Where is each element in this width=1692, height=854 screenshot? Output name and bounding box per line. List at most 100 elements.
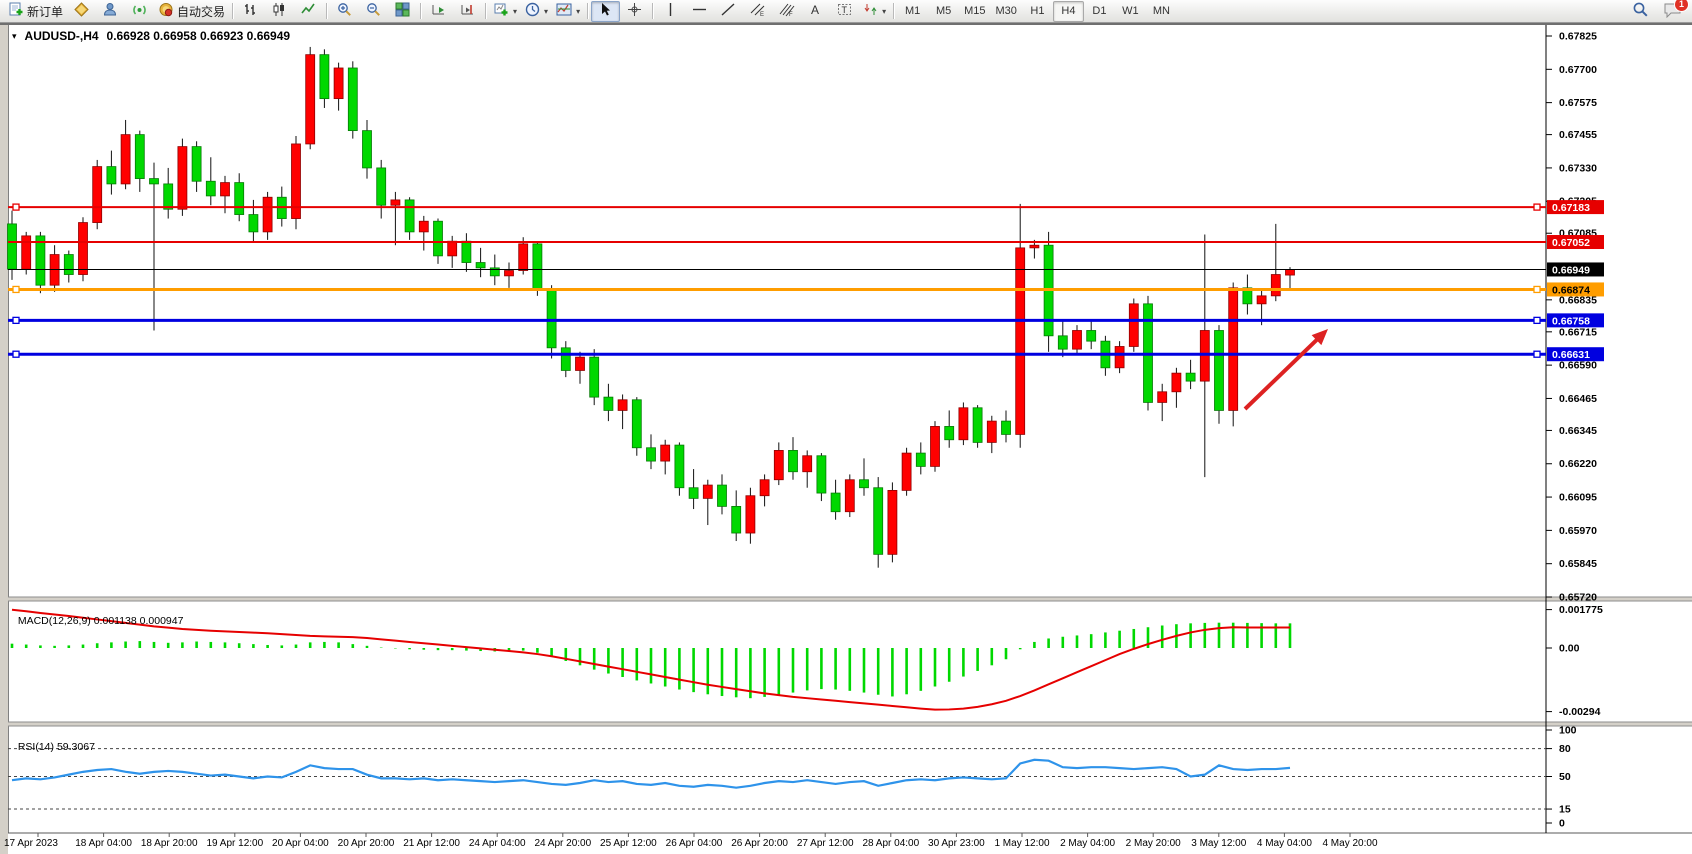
candle-body: [717, 484, 727, 507]
time-label[interactable]: 19 Apr 12:00: [206, 838, 263, 849]
time-label[interactable]: 26 Apr 04:00: [666, 838, 723, 849]
trend-arrow[interactable]: [1243, 333, 1324, 411]
periods-button[interactable]: ▾: [521, 1, 552, 22]
candle-body: [1072, 330, 1082, 350]
rsi-line: [11, 758, 1291, 789]
timeframe-h4-button[interactable]: H4: [1052, 0, 1084, 22]
text-button[interactable]: A: [801, 1, 830, 22]
market-button[interactable]: [96, 1, 125, 22]
fibonacci-button[interactable]: F: [772, 1, 801, 22]
time-label[interactable]: 4 May 20:00: [1322, 838, 1377, 849]
time-label[interactable]: 27 Apr 12:00: [797, 838, 854, 849]
candle-body: [816, 455, 827, 494]
auto-scroll-button[interactable]: [424, 1, 453, 22]
candle-body: [1185, 372, 1196, 382]
price-level-badge: 0.66631: [1547, 347, 1604, 362]
timeframe-m15-button[interactable]: M15: [964, 5, 986, 17]
timeframe-m30-button[interactable]: M30: [995, 5, 1017, 17]
timeframe-h1-button[interactable]: H1: [1030, 5, 1045, 17]
candle-body: [191, 146, 202, 182]
level-handle[interactable]: [12, 350, 20, 358]
timeframe-w1-button[interactable]: W1: [1122, 5, 1139, 17]
time-label[interactable]: 30 Apr 23:00: [928, 838, 985, 849]
fibonacci-icon: F: [779, 2, 795, 20]
panel-separator: [8, 722, 1692, 726]
signals-button[interactable]: [125, 1, 154, 22]
chevron-down-icon[interactable]: ▾: [513, 6, 518, 16]
level-handle[interactable]: [1533, 203, 1541, 211]
candlestick-chart-button[interactable]: [265, 1, 294, 22]
new-order-button[interactable]: 新订单: [4, 1, 67, 22]
horizontal-line-icon: [692, 2, 707, 20]
tile-windows-button[interactable]: [388, 1, 417, 22]
zoom-out-button[interactable]: [359, 1, 388, 22]
timeframe-m5-button[interactable]: M5: [935, 5, 952, 17]
chat-icon[interactable]: 1: [1663, 0, 1689, 23]
time-label[interactable]: 2 May 04:00: [1060, 838, 1115, 849]
timeframe-mn-button[interactable]: MN: [1152, 5, 1170, 17]
horizontal-line-button[interactable]: [685, 1, 714, 22]
time-label[interactable]: 1 May 12:00: [994, 838, 1049, 849]
level-handle[interactable]: [12, 203, 20, 211]
timeframe-d1-button[interactable]: D1: [1092, 5, 1107, 17]
candle-body: [688, 487, 699, 499]
timeframe-m1-button[interactable]: M1: [904, 5, 921, 17]
signals-icon: [132, 2, 147, 20]
level-handle[interactable]: [12, 316, 20, 325]
chart-dropdown-icon[interactable]: ▾: [12, 30, 17, 41]
trend-arrow-head[interactable]: [1311, 329, 1328, 346]
cursor-button[interactable]: [591, 0, 621, 22]
templates-button[interactable]: ▾: [552, 1, 584, 22]
time-label[interactable]: 3 May 12:00: [1191, 838, 1246, 849]
time-label[interactable]: 18 Apr 04:00: [75, 838, 132, 849]
level-handle[interactable]: [1533, 285, 1541, 294]
chevron-down-icon[interactable]: ▾: [882, 6, 887, 16]
candle-body: [234, 182, 245, 215]
auto-trading-button-label: 自动交易: [177, 4, 226, 19]
time-label[interactable]: 20 Apr 20:00: [338, 838, 395, 849]
text-label-button[interactable]: T: [830, 1, 859, 22]
trendline-button[interactable]: [714, 1, 743, 22]
vertical-line-button[interactable]: [656, 1, 685, 22]
time-label[interactable]: 18 Apr 20:00: [141, 838, 198, 849]
time-label[interactable]: 20 Apr 04:00: [272, 838, 329, 849]
time-label[interactable]: 24 Apr 04:00: [469, 838, 526, 849]
price-tick-label: 0.66835: [1559, 294, 1597, 306]
channel-button[interactable]: E: [743, 1, 772, 22]
symbols-icon: [74, 2, 89, 20]
time-label[interactable]: 28 Apr 04:00: [862, 838, 919, 849]
zoom-in-button[interactable]: [330, 1, 359, 22]
time-label[interactable]: 21 Apr 12:00: [403, 838, 460, 849]
price-tick-label: 0.67700: [1559, 64, 1597, 76]
chevron-down-icon[interactable]: ▾: [544, 6, 549, 16]
time-label[interactable]: 26 Apr 20:00: [731, 838, 788, 849]
chart-shift-button[interactable]: [453, 1, 482, 22]
candle-body: [35, 235, 46, 286]
crosshair-button[interactable]: [620, 1, 649, 22]
time-label[interactable]: 2 May 20:00: [1126, 838, 1181, 849]
candle-body: [830, 492, 841, 513]
line-chart-button[interactable]: [294, 1, 323, 22]
macd-panel: 0.001775 0.00 -0.00294: [10, 604, 1603, 718]
level-handle[interactable]: [12, 285, 20, 294]
price-tick-label: 0.66220: [1559, 458, 1597, 470]
level-handle[interactable]: [1533, 350, 1541, 358]
auto-trading-button[interactable]: 自动交易: [154, 1, 229, 22]
shapes-button[interactable]: ▾: [859, 1, 890, 22]
candle-body: [120, 134, 131, 185]
time-label[interactable]: 25 Apr 12:00: [600, 838, 657, 849]
badge-text: 0.66949: [1552, 264, 1590, 276]
time-label[interactable]: 4 May 04:00: [1257, 838, 1312, 849]
new-chart-button[interactable]: ▾: [489, 1, 521, 22]
time-label[interactable]: 24 Apr 20:00: [534, 838, 591, 849]
chevron-down-icon[interactable]: ▾: [576, 6, 581, 16]
market-icon: [103, 2, 118, 20]
level-handle[interactable]: [1533, 316, 1541, 325]
toolbar-separator: [652, 3, 654, 19]
search-icon[interactable]: [1632, 1, 1649, 23]
time-label[interactable]: 17 Apr 2023: [4, 838, 58, 849]
bar-chart-button[interactable]: [236, 1, 265, 22]
symbols-button[interactable]: [67, 1, 96, 22]
price-tick-label: 0.66715: [1559, 326, 1597, 338]
candle-body: [1086, 330, 1097, 342]
